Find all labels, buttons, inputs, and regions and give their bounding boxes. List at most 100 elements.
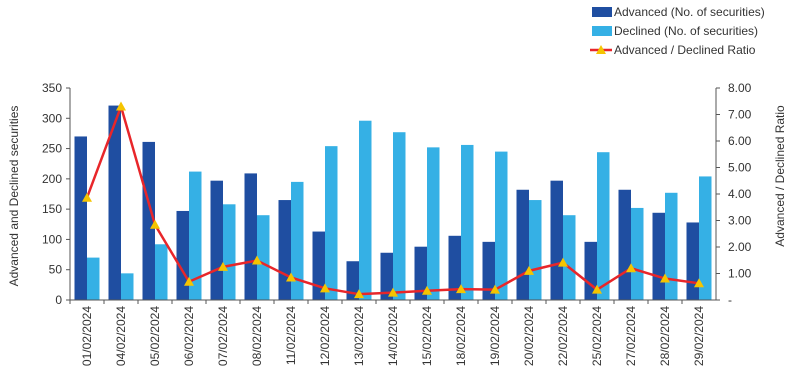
ratio-marker [218,261,228,271]
ratio-marker [184,276,194,286]
ratio-marker [252,255,262,265]
y2-tick-label: 3.00 [728,214,752,228]
y2-tick-label: 1.00 [728,267,752,281]
ratio-marker [286,272,296,282]
x-tick-label: 22/02/2024 [556,306,570,366]
ratio-marker [320,283,330,293]
y2-axis: - 1.00 2.00 3.00 4.00 5.00 6.00 7.00 8.00 [715,81,752,307]
legend: Advanced (No. of securities) Declined (No… [590,5,765,57]
bar-advanced [142,141,155,300]
ratio-line [82,101,704,299]
bar-declined [563,215,576,300]
y2-tick-label: 7.00 [728,108,752,122]
bar-advanced [74,136,87,300]
legend-label-declined: Declined (No. of securities) [614,24,758,38]
bar-declined [223,204,236,300]
x-tick-label: 28/02/2024 [658,306,672,366]
x-tick-label: 01/02/2024 [80,306,94,366]
bar-advanced [312,231,325,300]
x-tick-label: 06/02/2024 [182,306,196,366]
y-tick-label: 200 [42,172,62,186]
x-tick-label: 12/02/2024 [318,306,332,366]
y-tick-label: 300 [42,111,62,125]
x-tick-label: 18/02/2024 [454,306,468,366]
ratio-marker [150,219,160,229]
x-tick-label: 08/02/2024 [250,306,264,366]
y2-tick-label: 2.00 [728,240,752,254]
bar-declined [87,257,100,300]
bar-declined [325,146,338,300]
y-tick-label: 250 [42,142,62,156]
bar-declined [155,244,168,300]
y2-tick-label: 5.00 [728,161,752,175]
bar-advanced [482,241,495,300]
ratio-marker [558,257,568,267]
bar-declined [257,215,270,300]
bar-declined [427,147,440,300]
x-tick-label: 14/02/2024 [386,306,400,366]
bar-declined [665,192,678,300]
legend-swatch-ratio-marker [596,45,606,54]
bar-declined [529,200,542,300]
bar-declined [393,132,406,300]
y-axis: 0 50 100 150 200 250 300 350 [42,81,71,307]
bars [74,105,712,301]
x-tick-label: 19/02/2024 [488,306,502,366]
bar-declined [291,181,304,300]
bar-advanced [210,180,223,300]
bar-advanced [618,189,631,300]
y-tick-label: 0 [55,293,62,307]
x-tick-label: 13/02/2024 [352,306,366,366]
x-tick-label: 15/02/2024 [420,306,434,366]
ratio-marker [490,284,500,294]
x-tick-label: 11/02/2024 [284,306,298,365]
y-tick-label: 50 [49,263,63,277]
ratio-marker [116,101,126,111]
legend-swatch-advanced [592,7,612,17]
ratio-marker [388,287,398,297]
bar-declined [597,152,610,300]
bar-declined [699,176,712,300]
x-tick-label: 05/02/2024 [148,306,162,366]
ratio-marker [660,273,670,283]
bar-advanced [244,173,257,300]
y2-axis-label: Advanced / Declined Ratio [773,105,787,247]
ratio-marker [592,284,602,294]
legend-swatch-declined [592,26,612,36]
bar-advanced [652,212,665,300]
bar-advanced [686,222,699,300]
y2-tick-label: 6.00 [728,134,752,148]
ratio-marker [694,278,704,288]
ratio-marker [82,192,92,202]
bar-advanced [380,252,393,300]
x-tick-label: 29/02/2024 [692,306,706,366]
bar-advanced [108,105,121,301]
bar-advanced [448,235,461,300]
y2-tick-label: - [728,293,732,307]
bar-advanced [516,189,529,300]
bar-advanced [550,180,563,300]
y-tick-label: 100 [42,232,62,246]
bar-declined [121,273,134,300]
bar-advanced [414,246,427,300]
x-tick-label: 04/02/2024 [114,306,128,366]
y2-tick-label: 8.00 [728,81,752,95]
bar-advanced [176,210,189,300]
bar-declined [189,171,202,300]
ratio-marker [524,265,534,275]
x-tick-label: 27/02/2024 [624,306,638,366]
bar-advanced [346,261,359,300]
legend-label-advanced: Advanced (No. of securities) [614,5,765,19]
y-tick-label: 350 [42,81,62,95]
y2-tick-label: 4.00 [728,187,752,201]
bar-declined [359,120,372,300]
bar-declined [461,144,474,300]
y-axis-label: Advanced and Declined securities [7,106,21,287]
legend-label-ratio: Advanced / Declined Ratio [614,43,756,57]
bar-declined [495,151,508,300]
ratio-marker [354,289,364,299]
y-tick-label: 150 [42,202,62,216]
ratio-marker [422,285,432,295]
ratio-marker [626,263,636,273]
